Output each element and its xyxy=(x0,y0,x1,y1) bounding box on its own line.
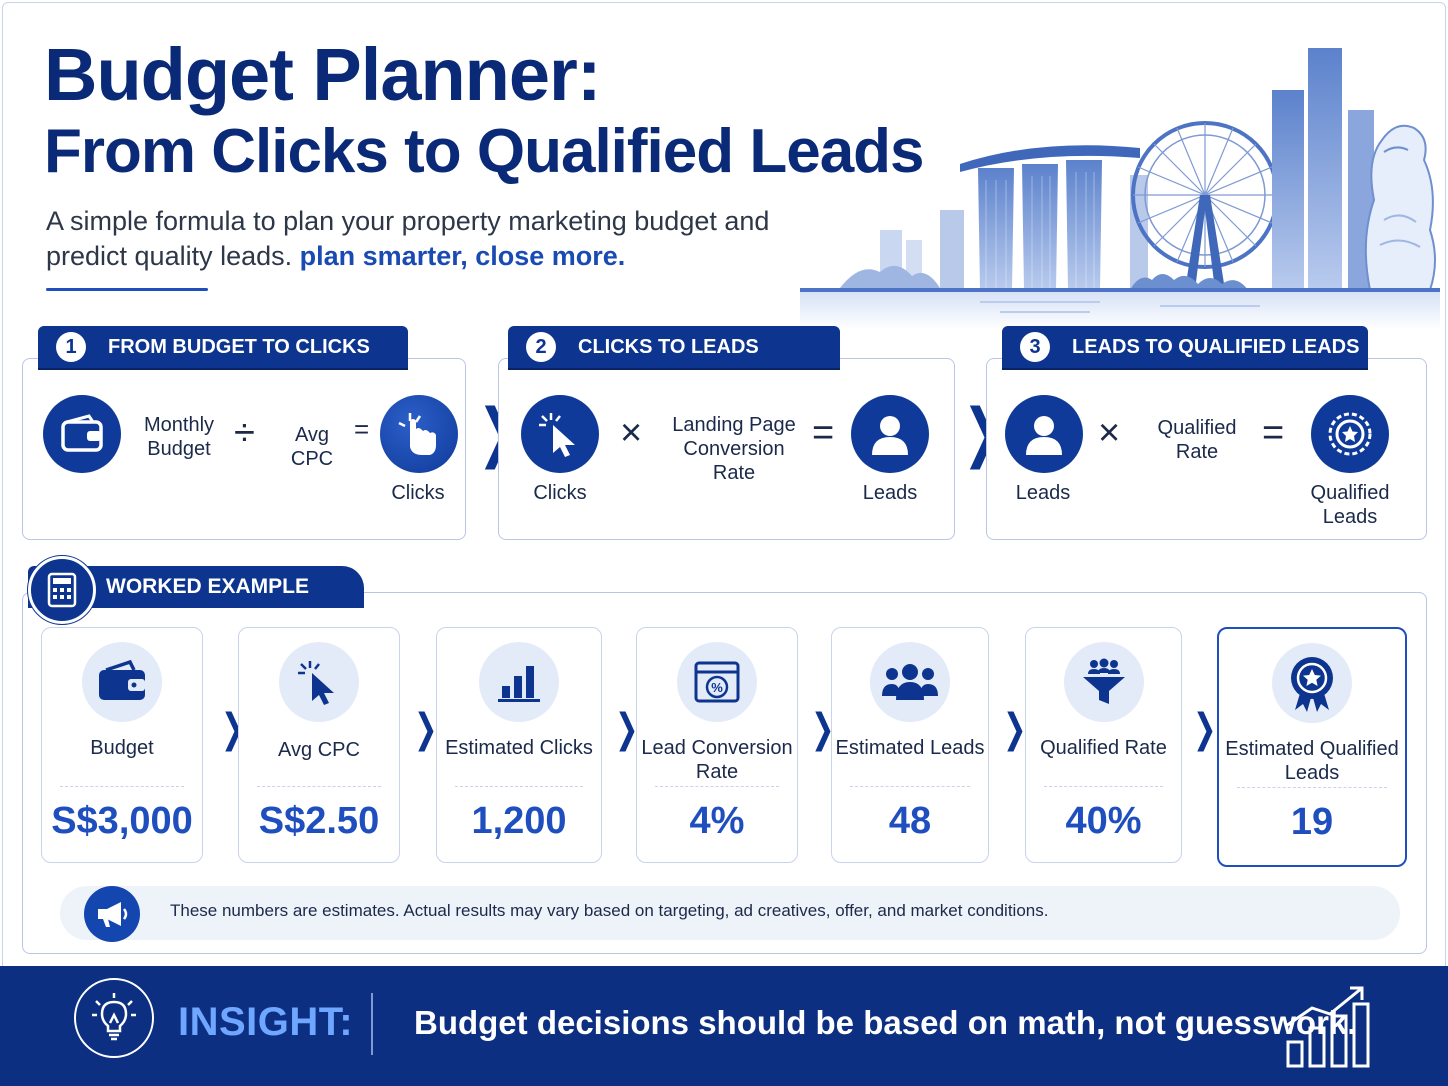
step-1-title: FROM BUDGET TO CLICKS xyxy=(108,335,370,358)
step-3-multiply-operator: × xyxy=(1098,412,1121,454)
growth-chart-icon xyxy=(1285,986,1370,1068)
award-badge-icon xyxy=(1272,643,1352,723)
chevron-right-icon: ❯ xyxy=(414,707,438,751)
title-line-1: Budget Planner: xyxy=(44,33,601,116)
worked-example-title: WORKED EXAMPLE xyxy=(106,575,310,598)
avg-cpc-card: Avg CPC S$2.50 xyxy=(238,627,400,863)
card-label: Estimated Clicks xyxy=(445,737,593,759)
step-2-multiply-operator: × xyxy=(620,412,643,454)
megaphone-icon xyxy=(84,886,140,942)
card-value: 40% xyxy=(1065,800,1142,842)
card-value: S$3,000 xyxy=(51,800,193,842)
estimate-note-text: These numbers are estimates. Actual resu… xyxy=(170,901,1049,920)
funnel-icon xyxy=(1063,642,1144,722)
step-3-title: LEADS TO QUALIFIED LEADS xyxy=(1072,335,1360,358)
card-divider xyxy=(1044,786,1163,787)
step-1-result-label: Clicks xyxy=(391,482,445,504)
step-3-input-label: Leads xyxy=(1015,482,1071,504)
card-label: Estimated Leads xyxy=(835,737,985,759)
title-line-2: From Clicks to Qualified Leads xyxy=(44,117,925,186)
chevron-right-icon: ❯ xyxy=(615,707,639,751)
click-hand-icon xyxy=(380,395,458,473)
chevron-right-icon: ❯ xyxy=(1003,707,1027,751)
budget-card: Budget S$3,000 xyxy=(41,627,203,863)
step-3-tab: 3 LEADS TO QUALIFIED LEADS xyxy=(1002,326,1368,368)
user-icon xyxy=(851,395,929,473)
lead-conversion-rate-card: % Lead Conversion Rate 4% xyxy=(636,627,798,863)
step-1-tab: 1 FROM BUDGET TO CLICKS xyxy=(38,326,408,368)
card-divider xyxy=(850,786,970,787)
chevron-right-icon: ❯ xyxy=(811,707,835,751)
user-icon xyxy=(1005,395,1083,473)
qualified-rate-card: Qualified Rate 40% xyxy=(1025,627,1182,863)
subtitle-highlight: plan smarter, close more. xyxy=(299,241,626,271)
card-value: 4% xyxy=(689,800,745,842)
bar-chart-icon xyxy=(479,642,559,722)
percent-browser-icon: % xyxy=(677,642,757,722)
subtitle-text: A simple formula to plan your property m… xyxy=(46,206,770,271)
card-value: 48 xyxy=(888,800,932,842)
wallet-icon xyxy=(43,395,121,473)
step-1-factor-label: Avg CPC xyxy=(290,424,334,470)
estimated-leads-card: Estimated Leads 48 xyxy=(831,627,989,863)
step-2-number: 2 xyxy=(526,332,556,362)
card-divider xyxy=(60,786,184,787)
card-label: Qualified Rate xyxy=(1040,737,1167,759)
step-1-input-label: Monthly Budget xyxy=(143,414,215,460)
insight-divider xyxy=(371,993,373,1055)
step-1-number: 1 xyxy=(56,332,86,362)
insight-bar xyxy=(0,966,1448,1086)
insight-label: INSIGHT: xyxy=(178,1000,354,1044)
card-label: Lead Conversion Rate xyxy=(641,737,793,783)
wallet-icon xyxy=(82,642,162,722)
chevron-right-icon: ❯ xyxy=(1193,707,1217,751)
step-2-title: CLICKS TO LEADS xyxy=(578,335,759,358)
estimated-qualified-leads-card: Estimated Qualified Leads 19 xyxy=(1217,627,1407,867)
card-divider xyxy=(655,786,779,787)
calculator-icon xyxy=(28,556,96,624)
card-label: Avg CPC xyxy=(278,739,360,761)
step-2-tab: 2 CLICKS TO LEADS xyxy=(508,326,840,368)
singapore-skyline-illustration xyxy=(800,48,1440,330)
step-3-factor-label: Qualified Rate xyxy=(1157,417,1237,463)
lightbulb-icon xyxy=(74,978,154,1058)
cursor-click-icon xyxy=(521,395,599,473)
subtitle: A simple formula to plan your property m… xyxy=(46,204,846,274)
insight-text: Budget decisions should be based on math… xyxy=(414,1004,1357,1041)
estimated-clicks-card: Estimated Clicks 1,200 xyxy=(436,627,602,863)
step-3-number: 3 xyxy=(1020,332,1050,362)
estimate-note-bar xyxy=(60,886,1400,940)
card-label: Estimated Qualified Leads xyxy=(1225,738,1399,784)
cursor-click-icon xyxy=(279,642,359,722)
svg-text:%: % xyxy=(711,680,723,695)
card-label: Budget xyxy=(90,737,154,759)
award-badge-icon xyxy=(1311,395,1389,473)
step-2-factor-label: Landing Page Conversion Rate xyxy=(672,414,796,484)
step-1-equals-operator: = xyxy=(354,414,370,444)
step-1-divide-operator: ÷ xyxy=(234,412,255,454)
step-3-result-label: Qualified Leads xyxy=(1310,482,1390,528)
card-divider xyxy=(1237,787,1387,788)
card-value: 19 xyxy=(1290,801,1334,843)
step-2-result-label: Leads xyxy=(862,482,918,504)
people-group-icon xyxy=(870,642,950,722)
step-3-equals-operator: = xyxy=(1262,412,1285,454)
card-divider xyxy=(257,786,381,787)
card-divider xyxy=(455,786,583,787)
subtitle-underline xyxy=(46,288,208,291)
card-value: 1,200 xyxy=(471,800,567,842)
step-2-equals-operator: = xyxy=(812,412,835,454)
card-value: S$2.50 xyxy=(258,800,380,842)
step-2-input-label: Clicks xyxy=(533,482,587,504)
